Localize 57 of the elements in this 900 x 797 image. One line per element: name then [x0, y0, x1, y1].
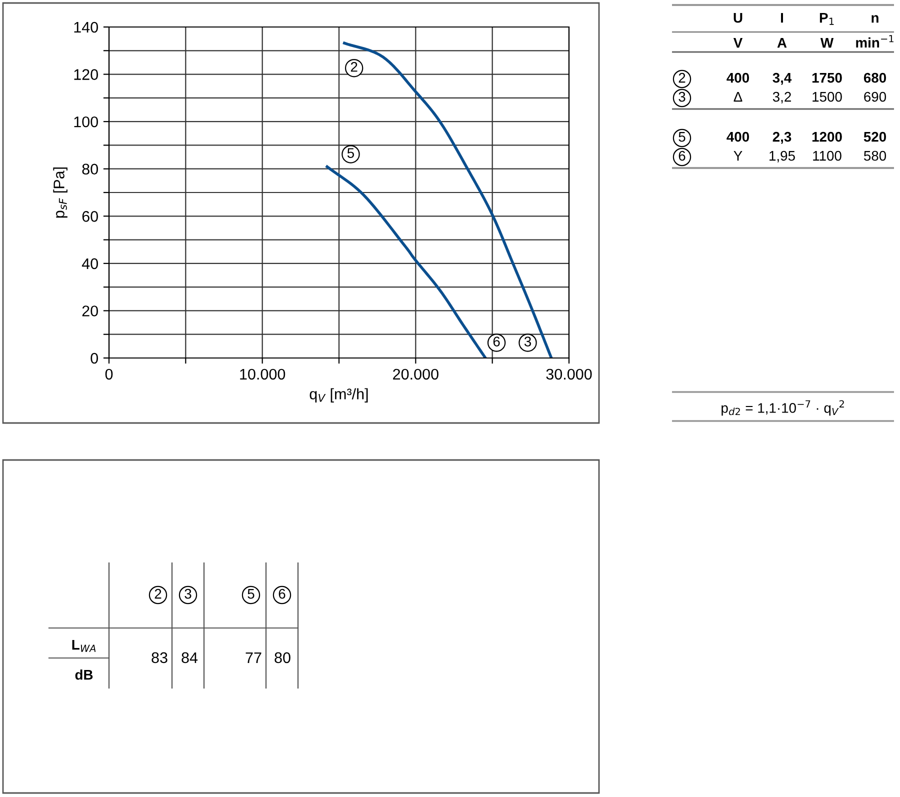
text: W [820, 38, 834, 48]
text: 3 [678, 92, 686, 102]
y-tick-label: 100 [74, 116, 98, 128]
text: U [734, 13, 742, 23]
text: 80 [274, 652, 290, 664]
text: 2,3 [772, 132, 792, 144]
y-tick-label: 80 [82, 164, 98, 175]
text: 1100 [813, 150, 842, 161]
text: 1500 [812, 92, 842, 102]
text: P$_{1}$ [820, 13, 834, 25]
annotation: 6 [493, 336, 500, 346]
x-tick-label: 30.000 [546, 368, 592, 380]
text: 1200 [812, 132, 842, 142]
text: 680 [864, 72, 886, 83]
text: I [781, 13, 783, 23]
y-tick-label: 140 [74, 22, 98, 33]
y-tick-label: 40 [82, 258, 98, 270]
y-tick-label: 60 [82, 211, 98, 222]
annotation: 2 [350, 62, 358, 72]
text: 6 [278, 588, 286, 599]
text: V [733, 38, 743, 48]
text: p$_{d2}$ = 1,1·10$^{−7}$ · q$_{V}$$^{2}$ [722, 400, 844, 416]
text: Y [734, 151, 742, 161]
x-tick-label: 0 [105, 368, 113, 380]
text: 5 [678, 132, 686, 142]
x-tick-label: 20.000 [393, 368, 438, 380]
text: 400 [726, 132, 750, 142]
text: 83 [152, 652, 168, 664]
x-axis-title: q$_{V}$ [m³/h] [310, 388, 368, 402]
text: 3 [184, 588, 192, 599]
y-tick-label: 20 [82, 306, 98, 316]
text: 5 [248, 589, 254, 599]
text: Δ [734, 92, 742, 102]
text: 3,4 [772, 72, 792, 85]
text: 2 [678, 72, 686, 83]
text: 84 [182, 652, 198, 664]
y-axis-title: p$_{sF}$ [Pa] [53, 168, 68, 218]
text: n [872, 15, 878, 23]
text: 690 [864, 92, 886, 102]
annotation: 3 [524, 336, 532, 346]
text: 3,2 [772, 92, 791, 104]
text: dB [75, 670, 93, 680]
x-tick-label: 10.000 [240, 368, 286, 380]
text: A [777, 38, 787, 48]
text: 6 [678, 150, 686, 161]
text: 580 [864, 150, 886, 161]
text: min$^{−1}$ [856, 35, 894, 48]
annotation: 5 [347, 148, 354, 158]
text: 400 [726, 72, 750, 83]
y-tick-label: 120 [74, 69, 98, 80]
text: 520 [864, 132, 886, 142]
text: 1750 [812, 72, 842, 83]
text: L$_{WA}$ [72, 640, 96, 652]
text: 1,95 [770, 150, 795, 162]
y-tick-label: 0 [90, 352, 98, 364]
text: 77 [246, 652, 262, 663]
text: 2 [154, 588, 162, 599]
